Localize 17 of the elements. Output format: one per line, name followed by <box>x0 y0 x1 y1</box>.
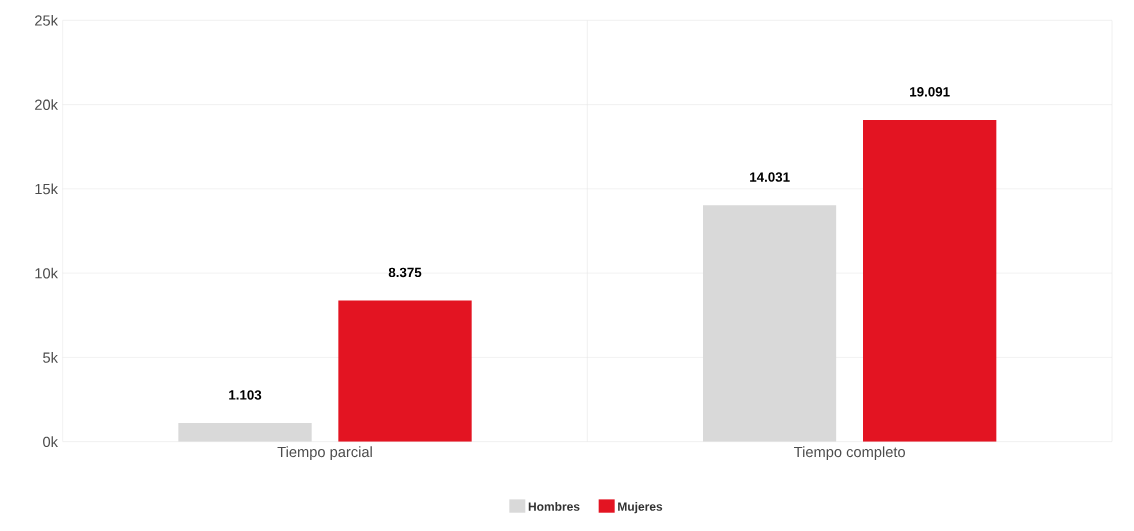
x-tick-label: Tiempo completo <box>794 446 905 461</box>
data-label: 1.103 <box>229 390 262 400</box>
data-label: 19.091 <box>910 87 950 97</box>
bar <box>863 119 997 442</box>
x-tick-label: Tiempo parcial <box>277 446 372 461</box>
bar <box>178 423 312 442</box>
y-tick-label: 25k <box>35 14 58 26</box>
data-label: 8.375 <box>388 267 422 278</box>
y-tick-label: 5k <box>43 352 58 363</box>
data-label: 14.031 <box>750 172 790 182</box>
bar <box>338 300 472 442</box>
y-tick-label: 10k <box>35 267 58 279</box>
legend-label: Hombres <box>528 502 580 511</box>
y-tick-label: 20k <box>35 99 58 110</box>
y-tick-label: 15k <box>35 183 58 195</box>
legend-label: Mujeres <box>618 502 663 514</box>
y-tick-label: 0k <box>43 436 58 448</box>
